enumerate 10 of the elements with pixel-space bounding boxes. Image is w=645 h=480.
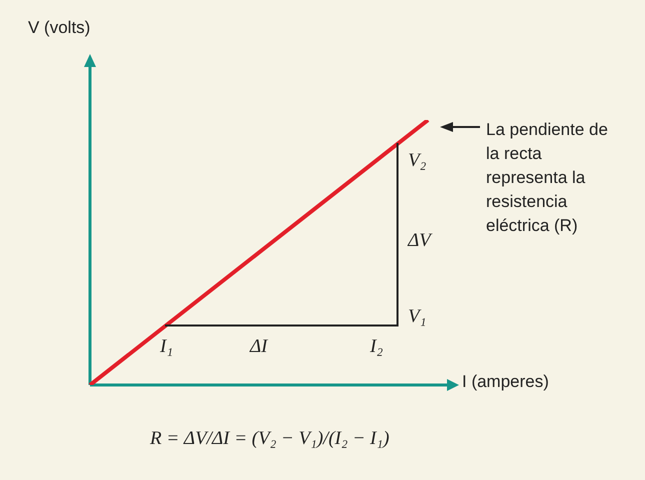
- annotation: I₂: [370, 336, 383, 358]
- annotation: La pendiente de la recta representa la resistencia eléctrica (R): [486, 119, 609, 237]
- annotation: V₁: [408, 306, 426, 328]
- x-axis-title: I (amperes): [462, 372, 549, 392]
- y-axis-title: V (volts): [28, 18, 90, 38]
- annotation: I₁: [160, 336, 173, 358]
- text: R = ΔV/ΔI = (V₂ − V₁)/(I₂ − I₁): [150, 428, 390, 450]
- annotation: V₂: [408, 150, 426, 172]
- annotation: ΔV: [408, 230, 431, 252]
- annotation: ΔI: [250, 336, 268, 358]
